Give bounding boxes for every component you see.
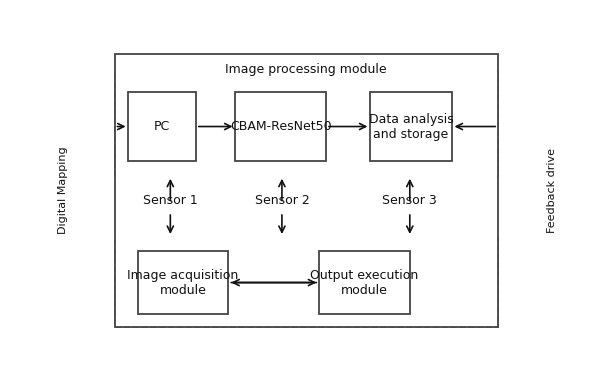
Text: Image acquisition
module: Image acquisition module [127,268,239,297]
Text: PC: PC [154,120,170,133]
Bar [115,71,498,177]
Bar [115,54,498,327]
Text: Digital Mapping: Digital Mapping [58,147,68,234]
Bar [235,92,326,161]
Text: Sensor 2: Sensor 2 [254,194,310,207]
Bar [128,92,196,161]
Bar [115,238,498,327]
Bar [319,251,410,314]
Text: Feedback drive: Feedback drive [547,148,557,233]
Text: Output execution
module: Output execution module [310,268,419,297]
Text: Data analysis
and storage: Data analysis and storage [368,112,454,141]
Bar [370,92,452,161]
Text: Sensor 3: Sensor 3 [382,194,437,207]
Text: Sensor 1: Sensor 1 [143,194,198,207]
Bar [138,251,229,314]
Text: Image processing module: Image processing module [225,63,387,76]
Text: CBAM-ResNet50: CBAM-ResNet50 [230,120,332,133]
